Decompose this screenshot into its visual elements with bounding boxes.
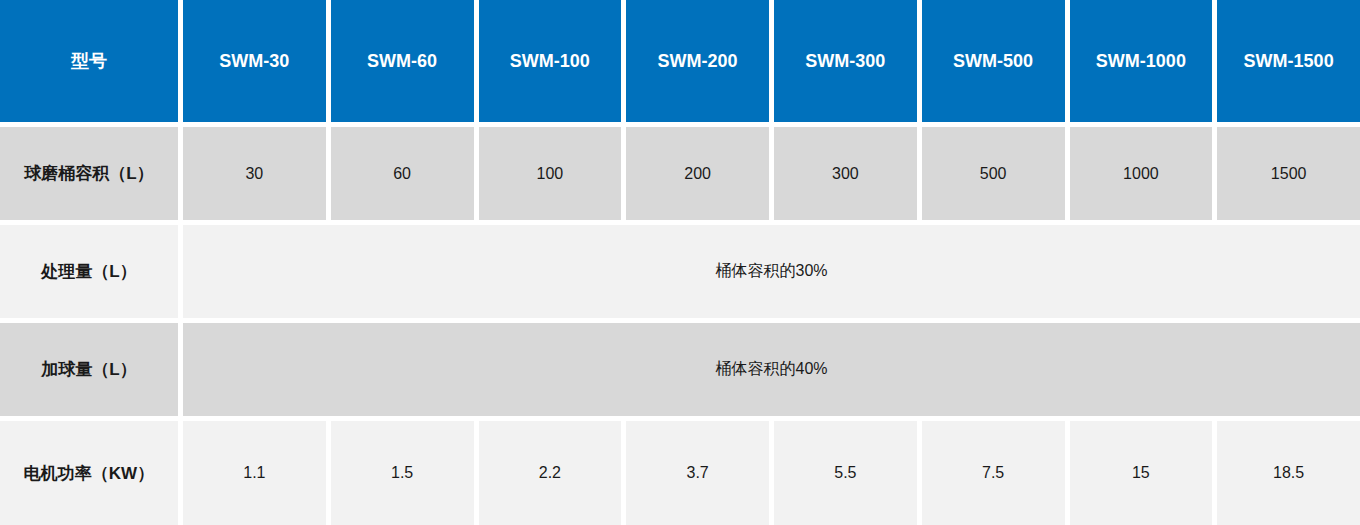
cell-motor-power-swm-200: 3.7	[626, 421, 769, 525]
col-header-swm-60: SWM-60	[331, 0, 474, 122]
row-label-ball-load: 加球量（L）	[0, 323, 178, 416]
cell-ball-load-merged: 桶体容积的40%	[183, 323, 1360, 416]
col-header-model-label: 型号	[0, 0, 178, 122]
cell-barrel-volume-swm-1500: 1500	[1217, 127, 1360, 220]
cell-barrel-volume-swm-60: 60	[331, 127, 474, 220]
col-header-swm-500: SWM-500	[922, 0, 1065, 122]
cell-barrel-volume-swm-500: 500	[922, 127, 1065, 220]
cell-barrel-volume-swm-100: 100	[479, 127, 622, 220]
col-header-swm-100: SWM-100	[479, 0, 622, 122]
cell-motor-power-swm-1000: 15	[1070, 421, 1213, 525]
cell-motor-power-swm-60: 1.5	[331, 421, 474, 525]
col-header-swm-1500: SWM-1500	[1217, 0, 1360, 122]
cell-motor-power-swm-500: 7.5	[922, 421, 1065, 525]
col-header-swm-300: SWM-300	[774, 0, 917, 122]
row-label-motor-power: 电机功率（KW）	[0, 421, 178, 525]
cell-barrel-volume-swm-1000: 1000	[1070, 127, 1213, 220]
cell-motor-power-swm-100: 2.2	[479, 421, 622, 525]
cell-motor-power-swm-1500: 18.5	[1217, 421, 1360, 525]
cell-processing-capacity-merged: 桶体容积的30%	[183, 225, 1360, 318]
row-label-barrel-volume: 球磨桶容积（L）	[0, 127, 178, 220]
cell-motor-power-swm-30: 1.1	[183, 421, 326, 525]
col-header-swm-1000: SWM-1000	[1070, 0, 1213, 122]
cell-barrel-volume-swm-300: 300	[774, 127, 917, 220]
col-header-swm-30: SWM-30	[183, 0, 326, 122]
spec-table: 型号 SWM-30 SWM-60 SWM-100 SWM-200 SWM-300…	[0, 0, 1360, 525]
cell-motor-power-swm-300: 5.5	[774, 421, 917, 525]
cell-barrel-volume-swm-200: 200	[626, 127, 769, 220]
col-header-swm-200: SWM-200	[626, 0, 769, 122]
cell-barrel-volume-swm-30: 30	[183, 127, 326, 220]
row-label-processing-capacity: 处理量（L）	[0, 225, 178, 318]
